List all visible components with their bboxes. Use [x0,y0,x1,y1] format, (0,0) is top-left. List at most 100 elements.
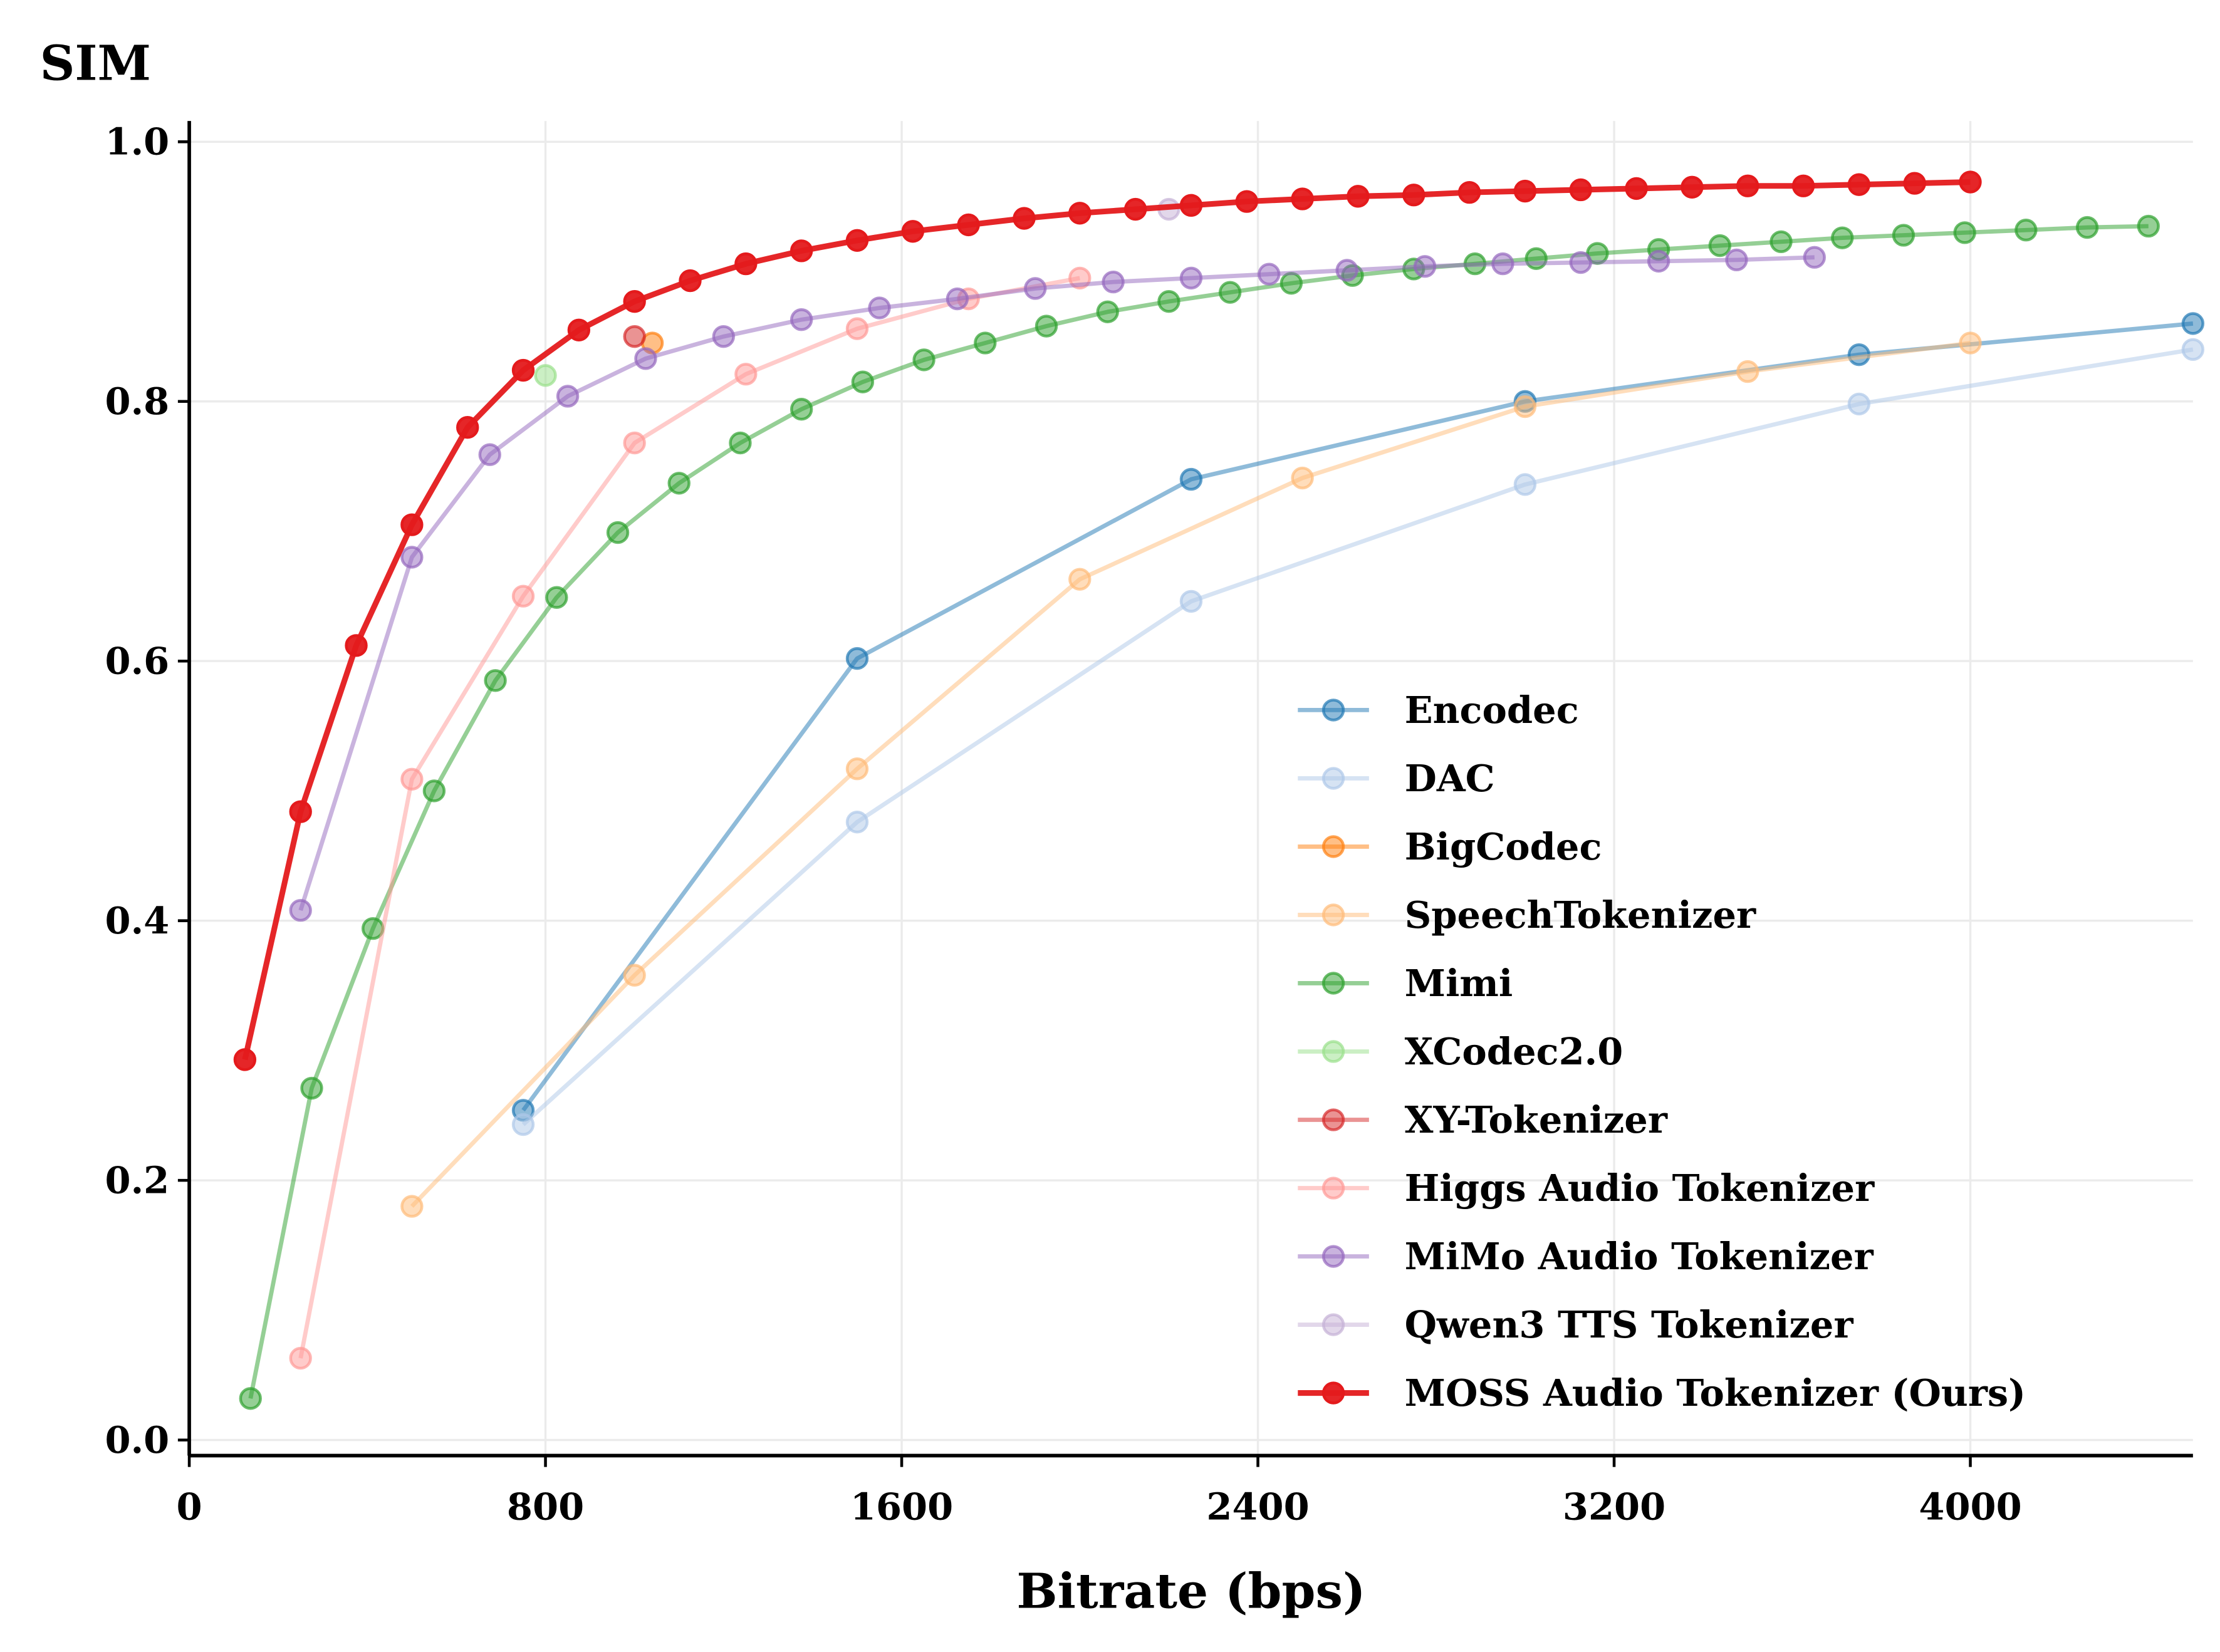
data-point [974,331,997,355]
legend-entry: DAC [1298,757,1495,800]
legend-entry: XY-Tokenizer [1298,1098,1668,1141]
legend-marker [1321,1108,1345,1131]
data-point [400,767,424,791]
y-tick-label: 0.0 [105,1418,170,1462]
series-xy-tokenizer [623,325,646,348]
data-point [712,325,735,348]
data-point [1959,331,1982,355]
data-point [289,1346,312,1370]
data-point [845,811,869,834]
data-point [1347,185,1370,208]
ticks: 0 800 1600 2400 3200 4000 0.0 0.2 0.4 0.6 0.8 1.0 [105,120,2022,1529]
data-point [1569,251,1592,274]
data-point [901,220,924,243]
legend-entry: XCodec2.0 [1298,1030,1623,1073]
data-point [1892,224,1915,247]
data-point [845,317,869,340]
data-point [1279,272,1303,295]
data-point [2181,338,2205,361]
data-point [1123,197,1147,221]
data-point [511,584,535,608]
data-point [623,964,646,987]
data-point [1258,262,1281,286]
legend-marker [1321,1040,1345,1063]
data-point [606,521,630,544]
legend-label: MiMo Audio Tokenizer [1405,1235,1874,1278]
data-point [1953,221,1976,244]
data-point [300,1076,323,1100]
data-point [1235,190,1258,213]
series-line [410,341,1971,1208]
data-point [851,370,875,393]
data-point [456,416,479,439]
legend-entry: Mimi [1298,962,1513,1005]
data-point [1847,392,1871,416]
series-xcodec2-0 [534,364,557,387]
data-point [845,757,869,781]
series-encodec [511,312,2205,1122]
data-point [1513,395,1537,418]
x-tick-label: 1600 [850,1485,953,1529]
data-point [1034,314,1058,338]
series-dac [511,338,2205,1136]
data-point [1959,170,1982,194]
legend-entry: MiMo Audio Tokenizer [1298,1235,1874,1278]
data-point [1647,249,1670,273]
legend-entry: Higgs Audio Tokenizer [1298,1166,1875,1210]
data-point [1569,178,1592,202]
data-point [2014,219,2038,242]
legend-label: SpeechTokenizer [1405,893,1756,937]
data-point [957,213,980,237]
grid [188,121,2193,1456]
data-point [289,898,312,922]
data-point [422,779,446,803]
data-point [729,431,752,455]
data-point [1179,467,1203,491]
series-layer [233,170,2205,1410]
series-line [298,255,1815,912]
legend-marker [1321,1381,1345,1405]
data-point [1024,277,1047,300]
legend-label: Mimi [1405,962,1513,1005]
data-point [845,229,869,252]
data-point [623,431,646,455]
data-point [1847,173,1871,196]
legend-label: XCodec2.0 [1405,1030,1623,1073]
legend-label: MOSS Audio Tokenizer (Ours) [1405,1371,2026,1415]
data-point [1402,184,1425,207]
data-point [1831,226,1854,249]
legend-label: Higgs Audio Tokenizer [1405,1166,1875,1210]
legend-entry: BigCodec [1298,825,1602,868]
data-point [233,1048,257,1071]
legend-marker [1321,972,1345,995]
data-point [511,1113,535,1136]
data-point [1708,234,1731,257]
data-point [1736,174,1759,197]
data-point [1625,177,1648,200]
data-point [400,513,424,536]
data-point [511,358,535,382]
x-tick-label: 2400 [1206,1485,1309,1529]
legend-label: XY-Tokenizer [1405,1098,1668,1141]
legend-entry: Qwen3 TTS Tokenizer [1298,1303,1853,1346]
data-point [623,290,646,313]
data-point [790,239,813,262]
data-point [1681,175,1704,199]
data-point [1068,202,1092,225]
y-axis-label: SIM [40,35,151,91]
data-point [400,546,424,569]
data-point [734,363,758,386]
legend-entry: SpeechTokenizer [1298,893,1756,937]
legend-marker [1321,903,1345,927]
legend-label: Encodec [1405,688,1579,732]
data-point [1524,247,1548,270]
data-point [667,472,690,495]
data-point [1725,248,1748,272]
data-point [1791,174,1815,197]
data-point [1179,194,1203,217]
data-point [545,586,568,609]
data-point [1803,246,1826,269]
x-tick-label: 3200 [1563,1485,1665,1529]
data-point [734,252,758,276]
y-tick-label: 1.0 [105,120,170,164]
